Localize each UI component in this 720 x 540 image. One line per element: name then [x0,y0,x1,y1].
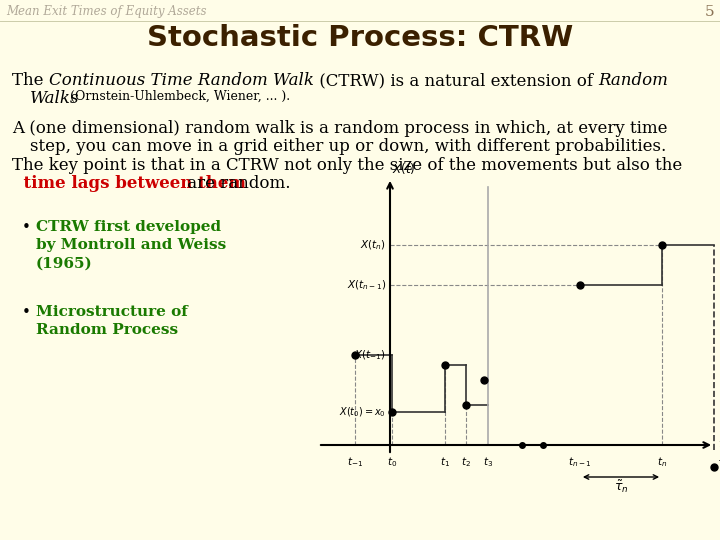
Text: $X(t_0){=}x_0$: $X(t_0){=}x_0$ [339,405,386,419]
Text: $\tilde{\tau}_n$: $\tilde{\tau}_n$ [613,478,629,495]
Text: ...: ... [718,453,720,463]
Text: 5: 5 [704,5,714,19]
Text: $t_1$: $t_1$ [440,455,450,469]
Text: $t_{-1}$: $t_{-1}$ [347,455,363,469]
Text: $t_3$: $t_3$ [483,455,493,469]
Text: Stochastic Process: CTRW: Stochastic Process: CTRW [147,24,573,52]
Text: The: The [12,72,49,89]
Text: $t_2$: $t_2$ [461,455,471,469]
Text: Mean Exit Times of Equity Assets: Mean Exit Times of Equity Assets [6,5,207,18]
Text: time lags between them: time lags between them [12,175,246,192]
Text: $X(t_{-1})$: $X(t_{-1})$ [354,348,386,362]
Text: Microstructure of
Random Process: Microstructure of Random Process [36,305,188,338]
Text: (Ornstein-Uhlembeck, Wiener, ... ).: (Ornstein-Uhlembeck, Wiener, ... ). [70,90,290,103]
Text: •: • [22,305,31,320]
Text: are random.: are random. [182,175,290,192]
Text: A (one dimensional) random walk is a random process in which, at every time: A (one dimensional) random walk is a ran… [12,120,667,137]
Text: The key point is that in a CTRW not only the size of the movements but also the: The key point is that in a CTRW not only… [12,157,683,174]
Text: $X(t_{n-1})$: $X(t_{n-1})$ [347,278,386,292]
Text: $X(t)$: $X(t)$ [392,161,415,176]
Text: Walks: Walks [30,90,79,107]
Text: $X(t_n)$: $X(t_n)$ [360,238,386,252]
Text: Random: Random [598,72,668,89]
Text: $t_n$: $t_n$ [657,455,667,469]
Text: (CTRW) is a natural extension of: (CTRW) is a natural extension of [314,72,598,89]
Text: •: • [22,220,31,235]
Text: $t$: $t$ [718,438,720,451]
Text: $t_0$: $t_0$ [387,455,397,469]
Text: step, you can move in a grid either up or down, with different probabilities.: step, you can move in a grid either up o… [30,138,666,155]
Text: $t_{n-1}$: $t_{n-1}$ [568,455,592,469]
Text: CTRW first developed
by Montroll and Weiss
(1965): CTRW first developed by Montroll and Wei… [36,220,226,271]
Text: Continuous Time Random Walk: Continuous Time Random Walk [49,72,314,89]
